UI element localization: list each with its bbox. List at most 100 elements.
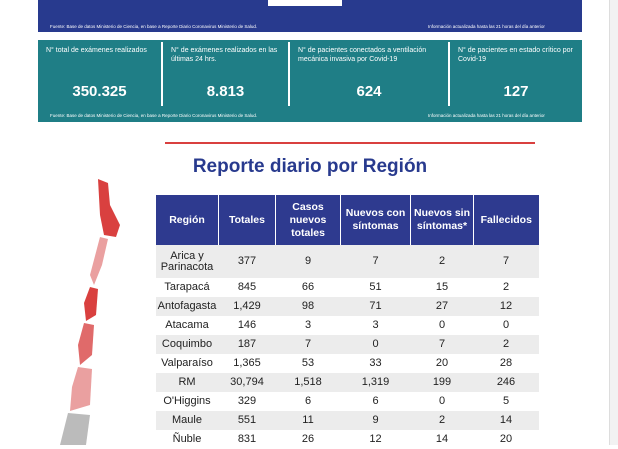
table-row: Maule 551 11 9 2 14 — [155, 411, 539, 430]
scrollbar — [609, 0, 618, 445]
stat-value: 8.813 — [206, 83, 245, 100]
update-note: Información actualizada hasta las 21 hor… — [428, 24, 545, 29]
table-row: O'Higgins 329 6 6 0 5 — [156, 392, 539, 411]
cell: 27 — [410, 297, 474, 316]
region-name: RM — [155, 373, 219, 392]
table-row: RM 30,794 1,518 1,319 199 246 — [155, 373, 539, 392]
cell: 7 — [473, 245, 539, 278]
cell: 6 — [304, 395, 312, 407]
map-region — [70, 367, 92, 411]
cell: 2 — [410, 245, 474, 278]
region-name: Maule — [155, 411, 219, 430]
region-name: Tarapacá — [164, 281, 210, 293]
cell: 26 — [301, 433, 315, 445]
cell: 9 — [275, 245, 341, 278]
cell: 1,518 — [275, 373, 341, 392]
table-row: Ñuble 831 26 12 14 20 — [156, 430, 539, 449]
cell: 187 — [218, 335, 276, 354]
cell: 7 — [340, 245, 411, 278]
cell: 9 — [340, 411, 411, 430]
cell: 3 — [304, 319, 312, 331]
cell: 98 — [275, 297, 341, 316]
table-row: Valparaíso 1,365 53 33 20 28 — [156, 354, 539, 373]
stats-band — [38, 40, 582, 122]
cell: 1,365 — [233, 357, 261, 369]
cell: 377 — [218, 245, 276, 278]
cell: 845 — [237, 281, 257, 293]
map — [60, 179, 120, 445]
cell: 15 — [435, 281, 449, 293]
cell: 20 — [499, 433, 513, 445]
map-region — [78, 323, 94, 365]
region-name: Ñuble — [172, 433, 202, 445]
stat-box: N° de pacientes conectados a ventilación… — [290, 42, 450, 106]
cell: 11 — [275, 411, 341, 430]
stat-value: 127 — [503, 83, 529, 100]
cell: 30,794 — [218, 373, 276, 392]
cell: 71 — [340, 297, 411, 316]
cell: 2 — [410, 411, 474, 430]
cell: 199 — [410, 373, 474, 392]
map-region — [98, 179, 120, 237]
cell: 53 — [301, 357, 315, 369]
table-row: Arica y Parinacota 377 9 7 2 7 — [155, 245, 539, 278]
cell: 6 — [372, 395, 379, 407]
cell: 33 — [369, 357, 382, 369]
stat-label: N° de exámenes realizados en las últimas… — [171, 47, 278, 63]
cell: 146 — [237, 319, 257, 331]
cell: 1,429 — [218, 297, 276, 316]
source-note: Fuente: Base de datos Ministerio de Cien… — [50, 24, 258, 29]
stat-box: N° total de exámenes realizados 350.325 — [38, 42, 163, 106]
cell: 0 — [502, 319, 510, 331]
cell: 7 — [275, 335, 341, 354]
cell: 14 — [473, 411, 539, 430]
stat-label: N° total de exámenes realizados — [46, 47, 147, 54]
region-table: Región Totales Casos nuevos totales Nuevos … — [155, 195, 539, 449]
map-region — [90, 237, 108, 285]
region-name: Atacama — [165, 319, 209, 331]
cell: 12 — [473, 297, 539, 316]
stat-box: N° de pacientes en estado crítico por Co… — [450, 42, 582, 106]
stat-label: N° de pacientes en estado crítico por Co… — [458, 47, 573, 63]
cell: 28 — [499, 357, 513, 369]
cell: 12 — [369, 433, 382, 445]
cell: 20 — [435, 357, 449, 369]
cell: 0 — [438, 395, 446, 407]
map-region — [60, 413, 90, 445]
table-row: Tarapacá 845 66 51 15 2 — [156, 278, 539, 297]
cell: 66 — [301, 281, 315, 293]
stat-value: 624 — [356, 83, 382, 100]
cell: 329 — [237, 395, 257, 407]
divider — [165, 142, 535, 144]
cell: 0 — [438, 319, 446, 331]
cell: 14 — [435, 433, 449, 445]
cell: 551 — [218, 411, 276, 430]
source-note: Fuente: Base de datos Ministerio de Cien… — [50, 113, 258, 118]
stat-box: N° de exámenes realizados en las últimas… — [163, 42, 290, 106]
region-name: Antofagasta — [155, 297, 219, 316]
update-note: Información actualizada hasta las 21 hor… — [428, 113, 545, 118]
cell: 2 — [473, 335, 539, 354]
column-header: Nuevos sin síntomas* — [410, 195, 474, 245]
title: Reporte diario por Región — [192, 156, 428, 177]
map-region — [84, 287, 98, 321]
cell: 831 — [237, 433, 257, 445]
stat-label: N° de pacientes conectados a ventilación… — [298, 47, 427, 63]
region-name: Coquimbo — [155, 335, 219, 354]
cell: 2 — [502, 281, 510, 293]
column-header: Casos nuevos totales — [275, 195, 341, 245]
cell: 5 — [502, 395, 510, 407]
table-row: Coquimbo 187 7 0 7 2 — [155, 335, 539, 354]
stat-value: 350.325 — [72, 83, 127, 100]
table-row: Antofagasta 1,429 98 71 27 12 — [155, 297, 539, 316]
cell: 1,319 — [340, 373, 411, 392]
region-name: Arica y Parinacota — [155, 245, 219, 278]
cell: 7 — [410, 335, 474, 354]
banner-box — [268, 0, 342, 6]
cell: 246 — [473, 373, 539, 392]
table-row: Atacama 146 3 3 0 0 — [156, 316, 539, 335]
region-name: Valparaíso — [161, 357, 213, 369]
cell: 3 — [372, 319, 379, 331]
cell: 51 — [369, 281, 382, 293]
